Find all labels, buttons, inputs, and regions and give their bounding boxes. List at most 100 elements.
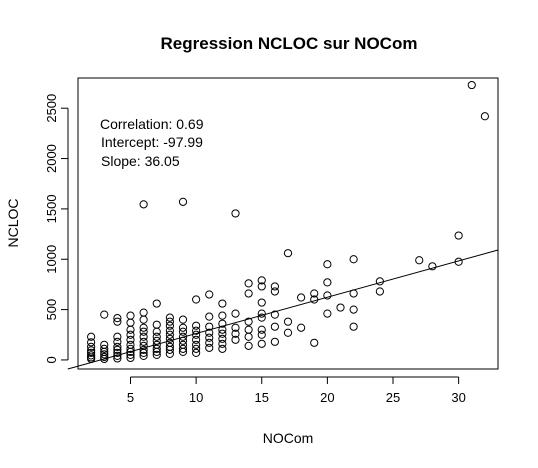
data-point: [113, 348, 122, 357]
y-tick-label: 1000: [44, 245, 59, 274]
regression-line: [67, 249, 499, 370]
data-point: [283, 249, 293, 258]
data-point: [270, 337, 279, 346]
data-point: [100, 344, 109, 353]
x-tick-label: 15: [255, 390, 269, 405]
data-point: [244, 317, 253, 326]
data-point: [218, 311, 227, 320]
data-point: [87, 338, 96, 347]
data-point: [231, 329, 240, 338]
data-point: [205, 328, 214, 337]
data-point: [480, 112, 489, 121]
data-point: [113, 337, 122, 346]
data-point: [165, 345, 174, 354]
data-point: [87, 351, 96, 360]
data-point: [139, 308, 148, 317]
data-point: [244, 341, 253, 350]
y-axis-label: NCLOC: [5, 198, 21, 247]
data-point: [152, 344, 161, 353]
data-point: [192, 295, 201, 304]
data-point: [178, 315, 188, 324]
y-tick-label: 2500: [44, 94, 59, 123]
data-point: [126, 335, 135, 344]
data-point: [152, 327, 161, 336]
data-point: [297, 293, 306, 302]
data-point: [231, 209, 240, 218]
x-tick-label: 10: [189, 390, 203, 405]
data-point: [100, 354, 109, 364]
data-point: [349, 255, 358, 264]
data-point: [139, 351, 148, 361]
data-point: [152, 347, 161, 356]
data-point: [178, 327, 188, 336]
data-point: [126, 330, 135, 339]
data-point: [467, 80, 476, 90]
data-point: [87, 332, 96, 341]
data-point: [231, 309, 240, 318]
data-point: [205, 312, 214, 321]
data-point: [349, 305, 358, 314]
plot-frame: [77, 77, 499, 370]
data-point: [113, 342, 122, 351]
data-point: [231, 323, 240, 332]
data-point: [178, 344, 188, 353]
chart-title: Regression NCLOC sur NOCom: [161, 34, 418, 53]
data-point: [323, 291, 332, 300]
data-point: [415, 256, 424, 265]
data-point: [257, 309, 266, 318]
data-point: [283, 317, 293, 326]
data-points: [87, 80, 489, 364]
data-point: [192, 326, 201, 335]
data-point: [218, 344, 227, 353]
data-point: [178, 347, 188, 356]
data-point: [139, 200, 148, 209]
x-tick-label: 20: [320, 390, 334, 405]
y-tick-label: 2000: [44, 144, 59, 173]
data-point: [218, 339, 227, 348]
data-point: [323, 278, 332, 287]
data-point: [244, 325, 253, 334]
data-point: [126, 344, 135, 353]
data-point: [126, 353, 135, 363]
data-point: [152, 332, 161, 341]
data-point: [205, 343, 214, 352]
data-point: [192, 344, 201, 353]
data-point: [113, 345, 122, 354]
data-point: [126, 318, 135, 327]
data-point: [283, 328, 293, 337]
data-point: [178, 323, 188, 332]
data-point: [178, 197, 188, 206]
data-point: [244, 279, 253, 288]
data-point: [244, 332, 253, 341]
data-point: [139, 327, 148, 336]
data-point: [100, 350, 109, 359]
data-point: [205, 338, 214, 347]
data-point: [270, 287, 279, 296]
data-point: [152, 299, 161, 308]
data-point: [113, 317, 122, 326]
data-point: [323, 260, 332, 269]
data-point: [178, 332, 188, 341]
data-point: [87, 348, 96, 357]
data-point: [165, 313, 174, 322]
x-tick-label: 5: [127, 390, 134, 405]
data-point: [192, 340, 201, 349]
data-point: [257, 313, 266, 322]
x-axis: 5 10 15 20 25 30: [127, 376, 466, 405]
data-point: [270, 310, 279, 319]
data-point: [113, 314, 122, 323]
data-point: [165, 349, 174, 358]
data-point: [270, 322, 279, 331]
y-tick-label: 0: [44, 356, 59, 363]
data-point: [139, 315, 148, 324]
data-point: [218, 329, 227, 338]
data-point: [152, 320, 161, 329]
data-point: [375, 287, 384, 296]
data-point: [113, 332, 122, 341]
data-point: [165, 321, 174, 330]
data-point: [257, 276, 266, 285]
data-point: [349, 322, 358, 331]
data-point: [257, 339, 266, 348]
data-point: [218, 334, 227, 343]
